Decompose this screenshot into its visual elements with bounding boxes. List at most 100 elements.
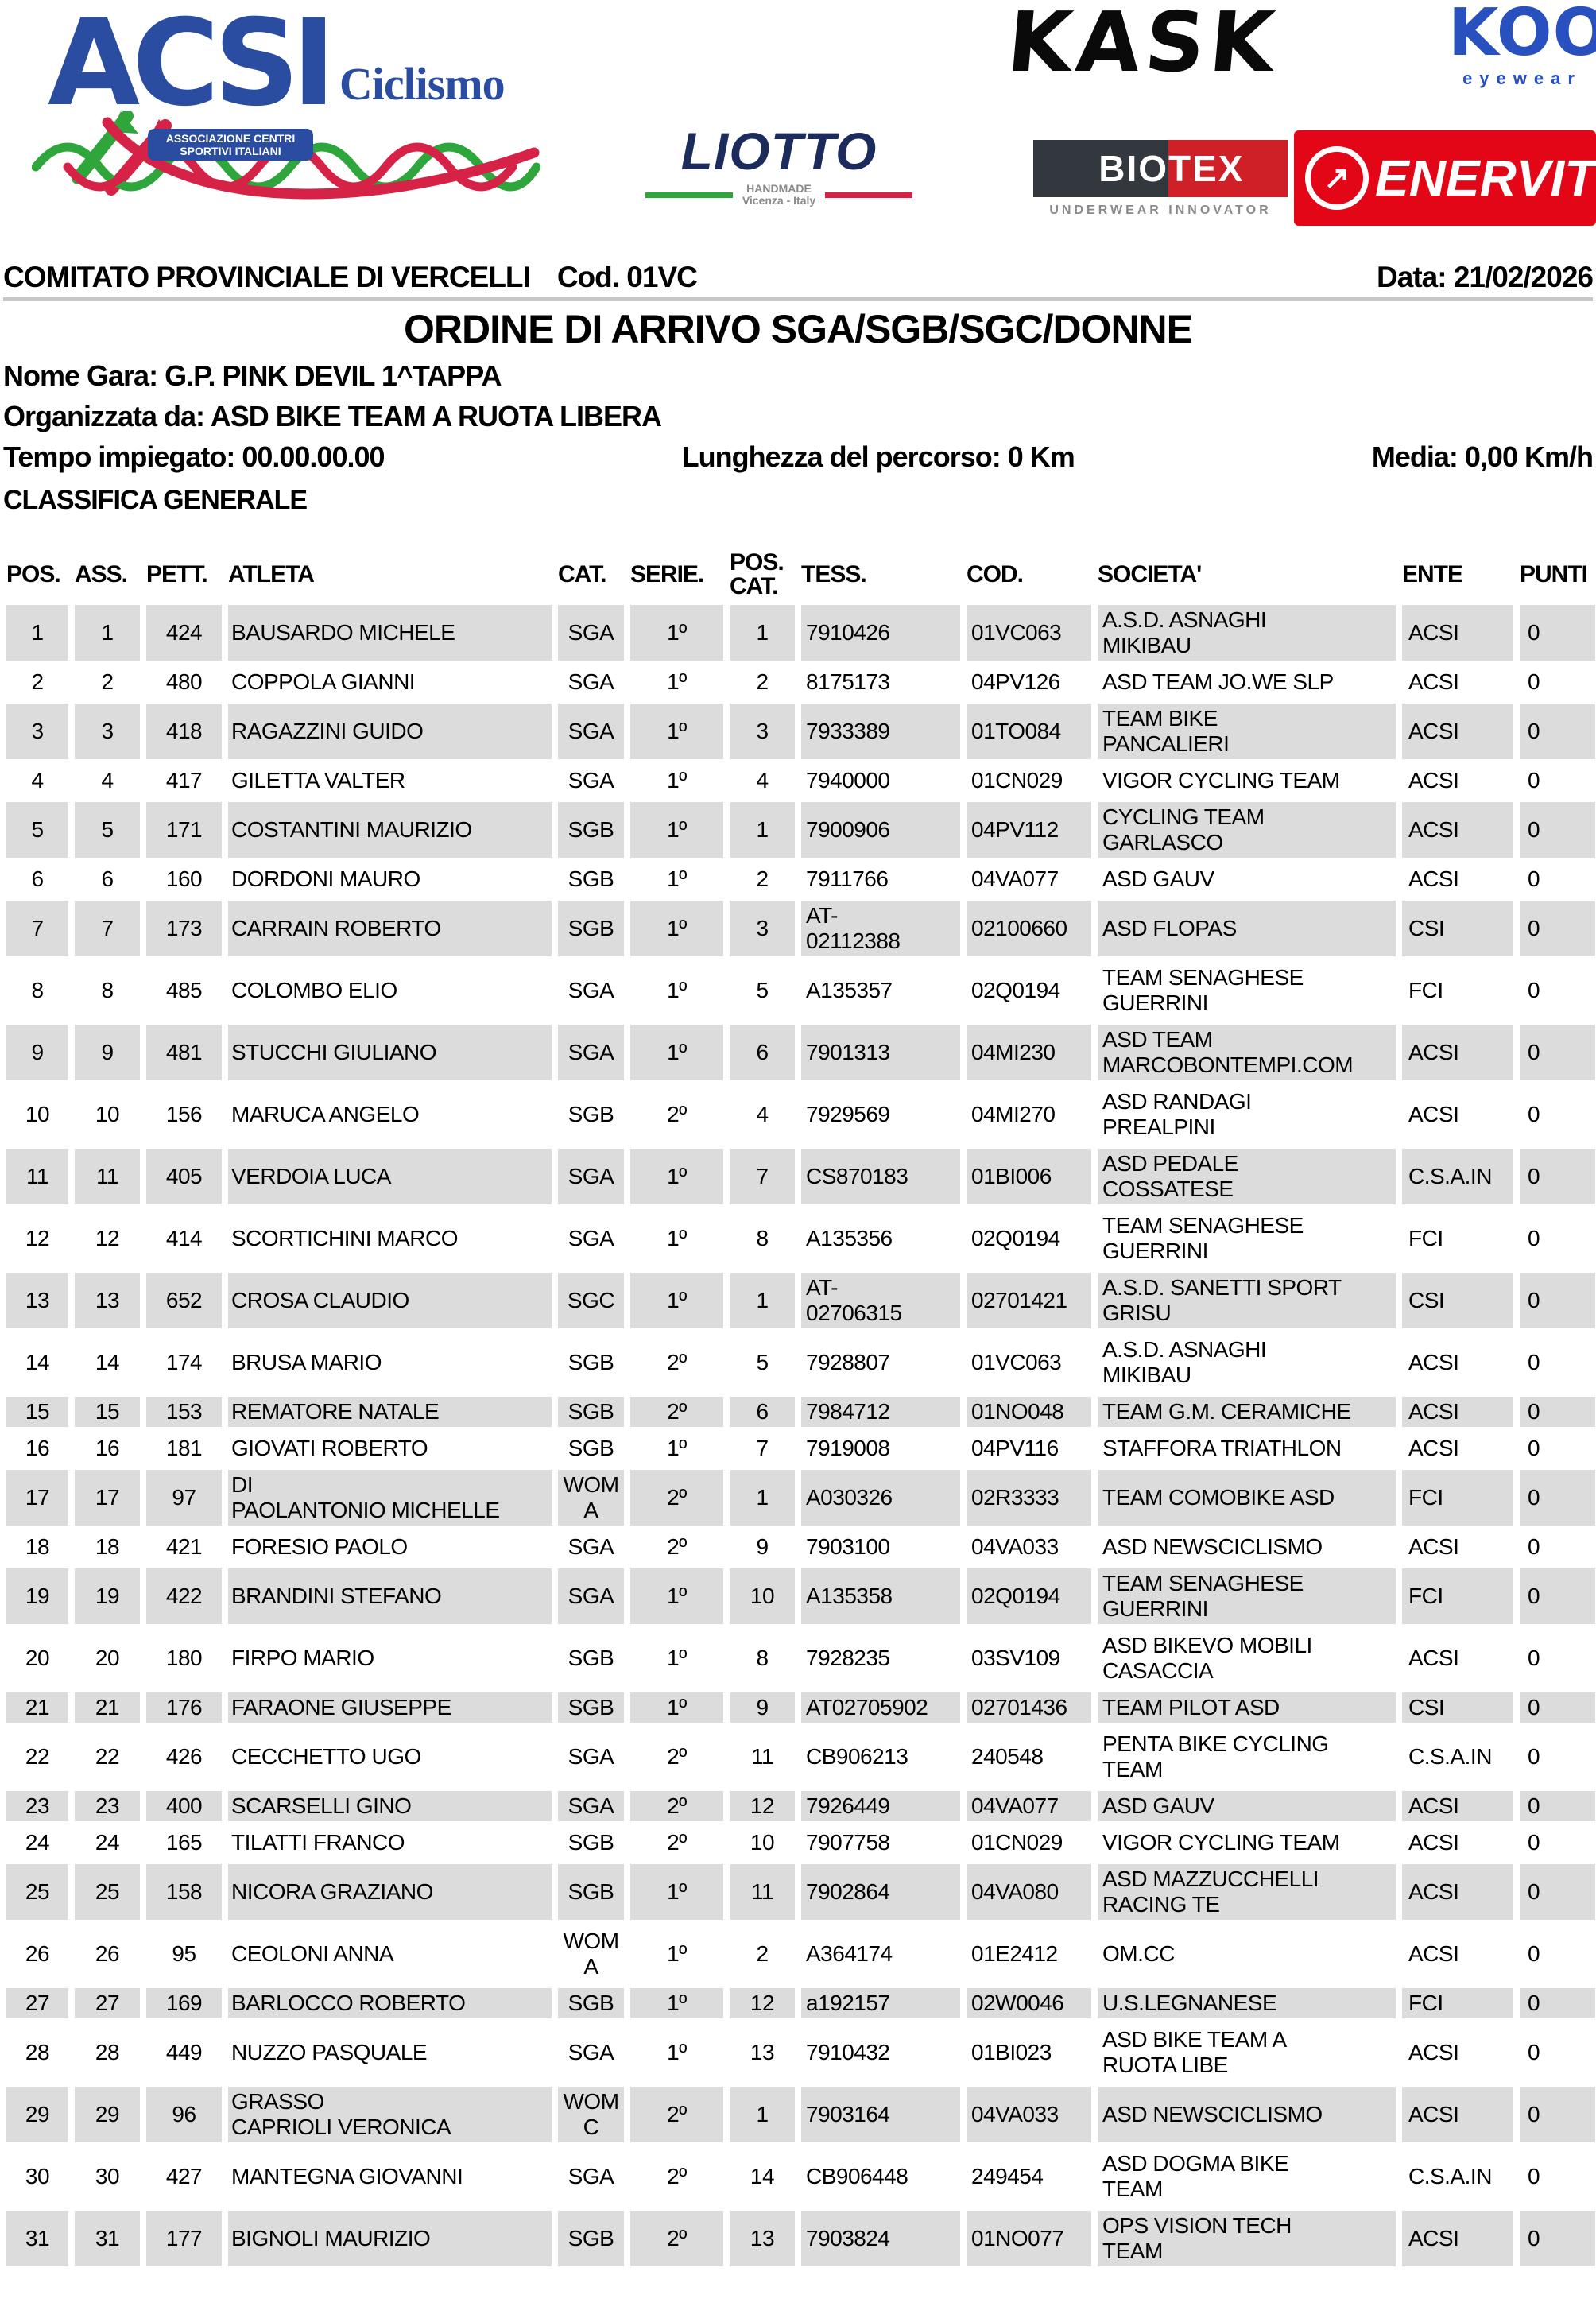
cell-punti: 0: [1520, 2087, 1595, 2142]
cell-cat: SGB: [558, 1864, 624, 1920]
cell-atleta: BARLOCCO ROBERTO: [228, 1988, 552, 2018]
table-row: 21 21 176 FARAONE GIUSEPPE SGB 1º 9 AT02705902 0…: [6, 1692, 1595, 1723]
cell-tess: A135358: [801, 1568, 960, 1624]
cell-tess: 7907758: [806, 1830, 890, 1855]
table-row: 10 10 156 MARUCA ANGELO SGB 2º 4 7929569 04MI270…: [6, 1087, 1595, 1142]
cell-pett: 158: [146, 1864, 222, 1920]
cell-punti: 0: [1528, 669, 1540, 694]
cell-tess: 7928807: [806, 1350, 890, 1374]
cell-ente: ACSI: [1408, 1941, 1459, 1966]
cell-pos: 17: [6, 1470, 68, 1526]
cell-tess: 7933389: [801, 704, 960, 759]
cell-serie: 1º: [630, 1864, 723, 1920]
table-row: 13 13 652 CROSA CLAUDIO SGC 1º 1 AT- 02706315 02…: [6, 1273, 1595, 1328]
cell-atleta: CEOLONI ANNA: [231, 1941, 394, 1966]
cell-pos: 3: [6, 704, 68, 759]
committee-name: COMITATO PROVINCIALE DI VERCELLI: [3, 261, 531, 293]
cell-pos: 22: [25, 1744, 50, 1769]
cell-ente: FCI: [1408, 1226, 1443, 1250]
cell-serie: 1º: [630, 901, 723, 956]
cell-ente: FCI: [1402, 1568, 1513, 1624]
table-row: 17 17 97 DI PAOLANTONIO MICHELLE WOM A 2º 1 A03…: [6, 1470, 1595, 1526]
col-header-pett: PETT.: [146, 561, 208, 587]
cell-ass: 30: [95, 2164, 120, 2189]
cell-atleta: FARAONE GIUSEPPE: [228, 1692, 552, 1723]
cell-poscat: 11: [750, 1744, 774, 1769]
table-row: 16 16 181 GIOVATI ROBERTO SGB 1º 7 7919008 04PV1…: [6, 1433, 1595, 1464]
cell-ente: ACSI: [1402, 704, 1513, 759]
cell-societa: ASD PEDALE COSSATESE: [1098, 1149, 1396, 1204]
cell-atleta: COPPOLA GIANNI: [231, 669, 416, 694]
cell-punti: 0: [1528, 1646, 1540, 1670]
cell-societa: ASD TEAM JO.WE SLP: [1102, 669, 1334, 694]
average-speed-label: Media: 0,00 Km/h: [1371, 440, 1594, 473]
cell-tess: 7926449: [801, 1791, 960, 1821]
cell-punti: 0: [1520, 1025, 1595, 1080]
cell-punti: 0: [1520, 2211, 1595, 2266]
cell-cat: SGB: [558, 1692, 624, 1723]
table-row: 4 4 417 GILETTA VALTER SGA 1º 4 7940000 01CN029 V…: [6, 766, 1595, 796]
cell-tess: 7919008: [806, 1436, 890, 1460]
cell-cod: 04VA033: [971, 1534, 1059, 1559]
cell-serie: 2º: [630, 2211, 723, 2266]
cell-pos: 15: [6, 1397, 68, 1427]
cell-cat: SGA: [568, 2040, 614, 2064]
cell-cod: 04PV116: [971, 1436, 1059, 1460]
cell-poscat: 12: [730, 1791, 795, 1821]
cell-punti: 0: [1520, 1273, 1595, 1328]
col-header-serie: SERIE.: [630, 561, 704, 587]
cell-ente: C.S.A.IN: [1408, 2164, 1492, 2189]
cell-ente: FCI: [1402, 1470, 1513, 1526]
cell-pett: 96: [146, 2087, 222, 2142]
cell-tess: 7900906: [801, 802, 960, 858]
cell-serie: 1º: [630, 1025, 723, 1080]
cell-ente: ACSI: [1402, 2087, 1513, 2142]
cell-serie: 1º: [630, 1568, 723, 1624]
cell-punti: 0: [1520, 802, 1595, 858]
cell-societa: TEAM COMOBIKE ASD: [1098, 1470, 1396, 1526]
cell-societa: TEAM BIKE PANCALIERI: [1098, 704, 1396, 759]
table-row: 20 20 180 FIRPO MARIO SGB 1º 8 7928235 03SV109 AS…: [6, 1630, 1595, 1686]
cell-pett: 173: [146, 901, 222, 956]
cell-ass: 28: [95, 2040, 120, 2064]
cell-pett: 169: [146, 1988, 222, 2018]
col-header-tess: TESS.: [801, 561, 867, 587]
cell-ente: ACSI: [1408, 669, 1459, 694]
cell-punti: 0: [1520, 1470, 1595, 1526]
cell-tess: A030326: [801, 1470, 960, 1526]
table-row: 15 15 153 REMATORE NATALE SGB 2º 6 7984712 01NO0…: [6, 1397, 1595, 1427]
cell-punti: 0: [1520, 1988, 1595, 2018]
cell-atleta: GRASSO CAPRIOLI VERONICA: [228, 2087, 552, 2142]
cell-cat: SGB: [568, 1102, 614, 1126]
cell-tess: CB906448: [806, 2164, 908, 2189]
cell-ente: CSI: [1402, 1692, 1513, 1723]
cell-serie: 1º: [667, 866, 687, 891]
cell-societa: ASD GAUV: [1102, 866, 1214, 891]
cell-serie: 2º: [630, 1397, 723, 1427]
biotex-logo: BIO TEX UNDERWEAR INNOVATOR: [1033, 140, 1288, 218]
race-stats-line: Tempo impiegato: 00.00.00.00 Lunghezza d…: [3, 440, 1594, 474]
cell-poscat: 3: [730, 901, 795, 956]
cell-serie: 2º: [667, 1102, 687, 1126]
cell-punti: 0: [1520, 1692, 1595, 1723]
cell-ass: 27: [75, 1988, 140, 2018]
cell-poscat: 1: [730, 802, 795, 858]
cell-serie: 1º: [630, 1692, 723, 1723]
cell-serie: 1º: [667, 1646, 687, 1670]
cell-cod: 04MI270: [971, 1102, 1056, 1126]
cell-punti: 0: [1520, 1568, 1595, 1624]
cell-cat: SGA: [558, 1149, 624, 1204]
cell-ente: CSI: [1402, 901, 1513, 956]
cell-atleta: BIGNOLI MAURIZIO: [228, 2211, 552, 2266]
table-row: 26 26 95 CEOLONI ANNA WOM A 1º 2 A364174 01E2412…: [6, 1926, 1595, 1982]
cell-cat: SGB: [558, 2211, 624, 2266]
cell-atleta: NUZZO PASQUALE: [231, 2040, 428, 2064]
cell-pos: 26: [25, 1941, 50, 1966]
cell-ente: CSI: [1402, 1273, 1513, 1328]
cell-ass: 31: [75, 2211, 140, 2266]
cell-cat: SGB: [558, 1397, 624, 1427]
cell-pos: 31: [6, 2211, 68, 2266]
cell-cat: SGB: [568, 1436, 614, 1460]
cell-cat: SGB: [568, 1350, 614, 1374]
